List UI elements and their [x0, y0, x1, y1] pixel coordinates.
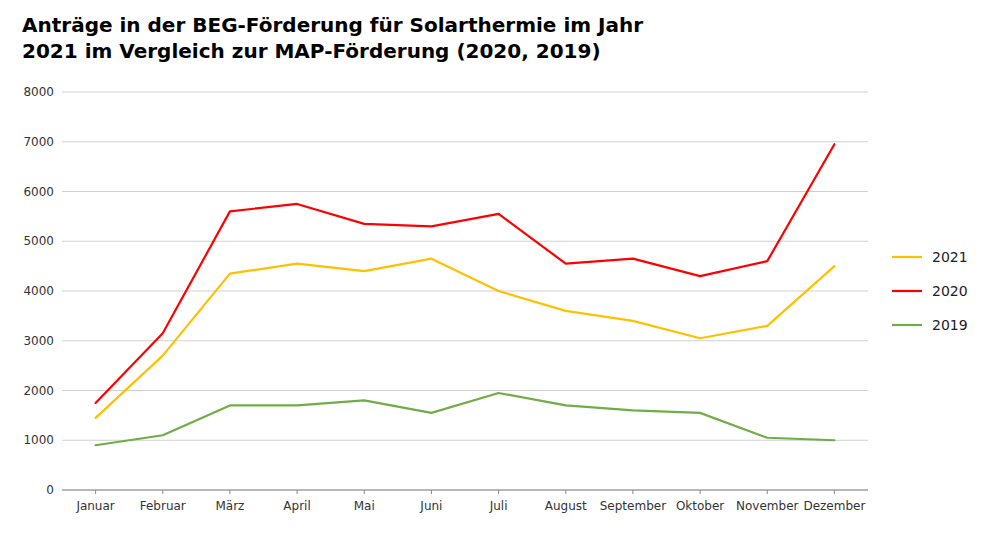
- x-tick-label: November: [736, 499, 798, 513]
- y-tick-label: 8000: [23, 85, 54, 99]
- x-tick-label: Juni: [419, 499, 442, 513]
- series-line: [96, 259, 835, 418]
- legend-swatch: [892, 290, 922, 292]
- grid-line: [62, 241, 868, 242]
- legend-label: 2020: [932, 283, 968, 299]
- x-tick-label: März: [215, 499, 244, 513]
- y-tick-label: 0: [46, 483, 54, 497]
- grid-line: [62, 92, 868, 93]
- x-axis-line: [62, 490, 868, 491]
- y-tick-label: 3000: [23, 334, 54, 348]
- x-tick-label: Februar: [140, 499, 186, 513]
- y-tick-label: 4000: [23, 284, 54, 298]
- y-tick-label: 6000: [23, 185, 54, 199]
- x-tick: [565, 490, 566, 494]
- grid-line: [62, 440, 868, 441]
- x-tick: [297, 490, 298, 494]
- x-tick-label: Mai: [354, 499, 375, 513]
- y-tick-label: 7000: [23, 135, 54, 149]
- grid-line: [62, 141, 868, 142]
- series-line: [96, 144, 835, 403]
- x-tick-label: April: [283, 499, 310, 513]
- legend-label: 2019: [932, 317, 968, 333]
- x-tick-label: August: [545, 499, 587, 513]
- title-line: 2021 im Vergleich zur MAP-Förderung (202…: [22, 39, 601, 63]
- grid-line: [62, 191, 868, 192]
- y-tick-label: 1000: [23, 433, 54, 447]
- x-tick-label: Oktober: [676, 499, 724, 513]
- legend: 2021 2020 2019: [892, 249, 968, 333]
- grid-line: [62, 390, 868, 391]
- x-tick: [229, 490, 230, 494]
- y-tick-label: 2000: [23, 384, 54, 398]
- series-line: [96, 393, 835, 445]
- y-axis: 0 1000 2000 3000 4000 5000 6000 7000 8000: [23, 85, 868, 497]
- grid-line: [62, 490, 868, 491]
- x-tick: [767, 490, 768, 494]
- x-tick-label: Januar: [75, 499, 114, 513]
- x-tick: [632, 490, 633, 494]
- x-tick: [834, 490, 835, 494]
- grid-line: [62, 291, 868, 292]
- chart: Anträge in der BEG-Förderung für Solarth…: [0, 0, 1008, 540]
- x-tick-label: Dezember: [803, 499, 865, 513]
- x-tick-label: September: [600, 499, 666, 513]
- x-tick: [364, 490, 365, 494]
- x-tick: [162, 490, 163, 494]
- x-tick: [431, 490, 432, 494]
- legend-swatch: [892, 256, 922, 258]
- x-tick-label: Juli: [489, 499, 508, 513]
- legend-swatch: [892, 324, 922, 326]
- y-tick-label: 5000: [23, 234, 54, 248]
- x-axis: Januar Februar März April Mai Juni Juli August S…: [62, 490, 868, 513]
- x-tick: [498, 490, 499, 494]
- x-tick: [95, 490, 96, 494]
- grid-line: [62, 340, 868, 341]
- x-tick: [700, 490, 701, 494]
- plot-area: [96, 144, 835, 445]
- legend-label: 2021: [932, 249, 968, 265]
- title: Anträge in der BEG-Förderung für Solarth…: [22, 13, 643, 63]
- title-line: Anträge in der BEG-Förderung für Solarth…: [22, 13, 643, 37]
